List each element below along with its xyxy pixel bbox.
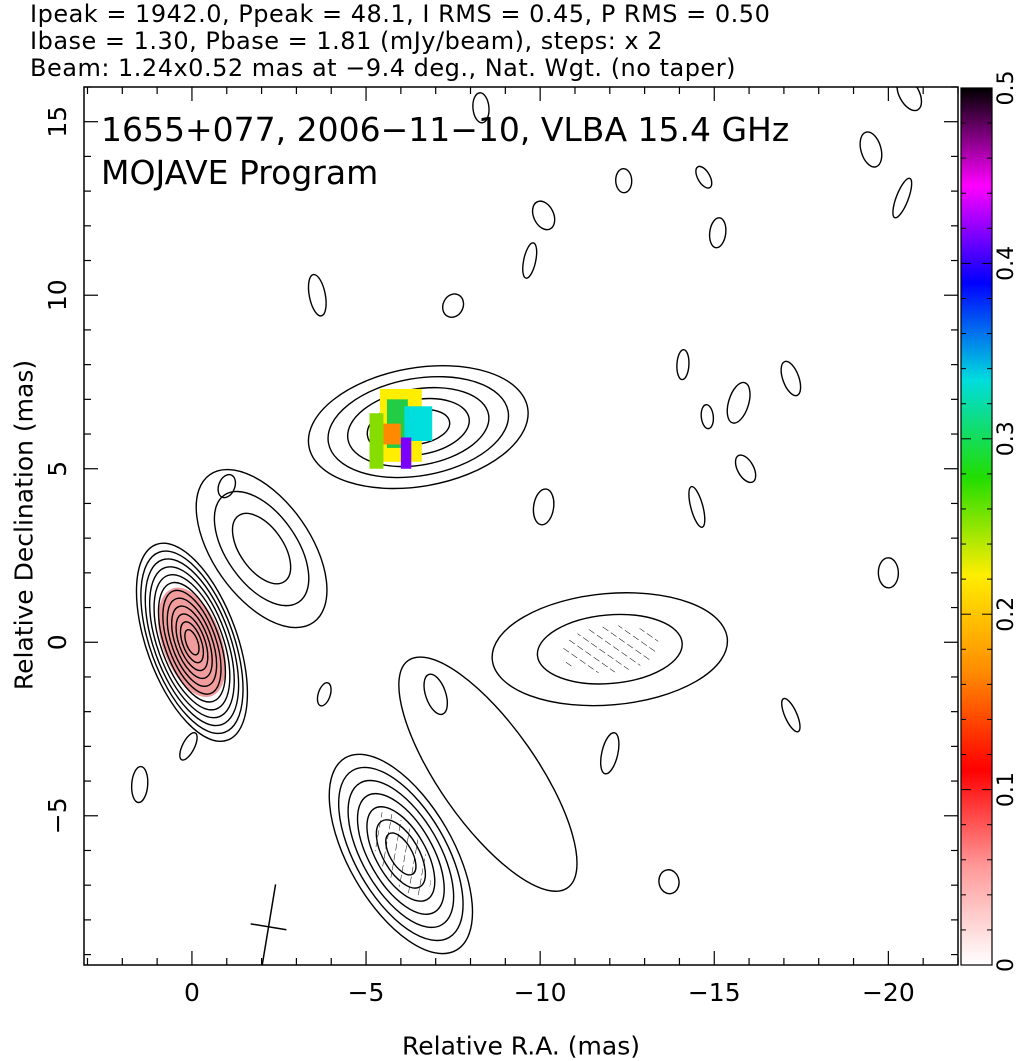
plot-title-line-2: MOJAVE Program <box>101 153 378 192</box>
polarization-pixel-block <box>400 437 412 469</box>
y-tick-label: 15 <box>43 106 72 138</box>
x-tick-label: −15 <box>688 978 741 1007</box>
noise-contour <box>316 682 332 707</box>
noise-contour <box>896 87 923 112</box>
west-component-contour-1 <box>491 592 729 707</box>
core-contour-3 <box>144 558 240 727</box>
beam-marker <box>250 884 287 965</box>
x-tick-label: −20 <box>862 978 915 1007</box>
plot-title-line-1: 1655+077, 2006−11−10, VLBA 15.4 GHz <box>101 110 789 149</box>
y-tick-label: 5 <box>43 461 72 477</box>
noise-contour <box>700 404 715 430</box>
noise-contour <box>877 557 900 589</box>
colorbar-tick-label: 0 <box>994 958 1019 972</box>
west-component-contour-2 <box>536 613 683 685</box>
core-contour-4 <box>148 566 235 719</box>
south-component-contour-5 <box>366 806 436 902</box>
noise-contour <box>130 765 149 804</box>
noise-contour <box>781 697 801 733</box>
noise-contour <box>441 293 465 318</box>
core-contour-7 <box>162 589 222 695</box>
y-axis-label: Relative Declination (mas) <box>9 359 39 691</box>
beam-minor-axis <box>250 923 287 931</box>
header-line-2: Ibase = 1.30, Pbase = 1.81 (mJy/beam), s… <box>30 27 664 55</box>
noise-contour <box>423 673 449 716</box>
jet-knot-ne-contours <box>195 468 328 629</box>
south-component-evpa-ticks <box>370 812 431 896</box>
axes: 0 −5 −10 −15 −20 −5 0 5 10 15 <box>43 86 959 1007</box>
south-component-contour-6 <box>375 819 427 889</box>
core-contour-5 <box>153 573 231 711</box>
core-contour-2 <box>140 550 244 735</box>
polarization-pixel-block <box>383 423 401 445</box>
polarization-pixel-block <box>404 406 433 441</box>
core-contour-1 <box>135 542 249 743</box>
jet-knot-ne-contour-3 <box>231 512 292 585</box>
south-component-contour-7 <box>385 832 417 876</box>
header-line-3: Beam: 1.24x0.52 mas at −9.4 deg., Nat. W… <box>30 54 736 82</box>
header-line-1: Ipeak = 1942.0, Ppeak = 48.1, I RMS = 0.… <box>30 0 771 28</box>
north-component-contour-2 <box>327 375 510 479</box>
noise-contour <box>307 273 327 317</box>
noise-contour <box>658 869 680 895</box>
noise-contour <box>695 165 713 189</box>
plot-frame <box>83 86 959 966</box>
noise-contour <box>676 348 690 381</box>
noise-contour <box>531 200 556 231</box>
west-component-contours <box>491 592 729 707</box>
noise-contour <box>217 473 237 499</box>
noise-contour <box>599 732 620 775</box>
colorbar-tick-label: 0.2 <box>994 597 1019 632</box>
polarization-pixel-block <box>369 413 384 469</box>
south-component-contours <box>328 753 474 955</box>
colorbar-tick-label: 0.3 <box>994 421 1019 456</box>
contour-layer <box>130 87 923 965</box>
noise-contours <box>130 87 923 895</box>
noise-contour <box>780 360 802 397</box>
core-contour-12 <box>184 628 200 656</box>
y-tick-label: 0 <box>43 634 72 650</box>
x-axis-label: Relative R.A. (mas) <box>402 1031 640 1061</box>
noise-contour <box>472 92 490 124</box>
colorbar: 0 0.1 0.2 0.3 0.4 0.5 <box>960 71 1019 972</box>
x-tick-label: 0 <box>184 978 200 1007</box>
north-polarization-patch <box>369 388 433 469</box>
core-contour-9 <box>170 605 213 680</box>
core-contours <box>135 542 249 743</box>
colorbar-tick-label: 0.1 <box>994 772 1019 807</box>
noise-contour <box>179 732 198 761</box>
noise-contour <box>726 381 751 424</box>
south-component-contour-2 <box>337 766 464 942</box>
x-tick-label: −5 <box>348 978 385 1007</box>
noise-contour <box>522 242 538 279</box>
noise-contour <box>688 485 706 528</box>
west-component-evpa-ticks <box>560 625 660 673</box>
south-component-contour-1 <box>328 753 474 955</box>
south-component-contour-3 <box>347 779 455 929</box>
noise-contour <box>892 177 913 219</box>
jet-knot-ne-contour-1 <box>195 468 328 629</box>
north-component-contour-1 <box>307 364 529 490</box>
colorbar-tick-label: 0.5 <box>994 71 1019 106</box>
colorbar-gradient <box>960 87 993 966</box>
core-contour-8 <box>166 597 218 687</box>
core-contour-11 <box>179 621 205 664</box>
noise-contour <box>708 217 727 249</box>
noise-contour <box>734 454 757 484</box>
colorbar-tick-label: 0.4 <box>994 246 1019 281</box>
south-component-contour-4 <box>356 792 445 915</box>
jet-knot-ne-contour-2 <box>213 490 310 607</box>
y-tick-label: 10 <box>43 279 72 311</box>
noise-contour <box>615 168 633 194</box>
south-tail-contour-1 <box>398 656 578 892</box>
x-tick-label: −10 <box>514 978 567 1007</box>
noise-contour <box>859 131 883 168</box>
y-tick-label: −5 <box>43 797 72 834</box>
core-contour-10 <box>175 613 209 672</box>
core-contour-6 <box>157 581 227 703</box>
south-tail-contours <box>398 656 578 892</box>
noise-contour <box>532 488 555 526</box>
